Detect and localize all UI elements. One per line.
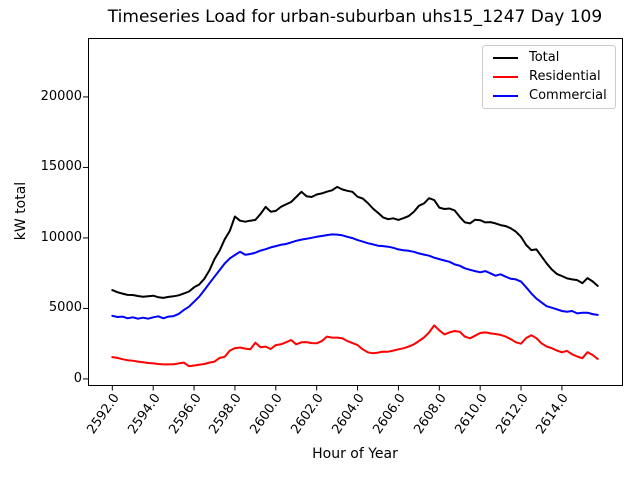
residential-line-swatch — [493, 75, 518, 78]
legend-entry-commercial: Commercial — [489, 88, 609, 104]
y-tick-label: 5000 — [48, 300, 82, 316]
axes-frame — [88, 38, 623, 386]
y-tick-label: 20000 — [40, 88, 82, 104]
legend-label-commercial: Commercial — [529, 88, 607, 104]
series-line-residential — [111, 324, 599, 368]
legend: Total Residential Commercial — [482, 45, 616, 109]
x-axis-label: Hour of Year — [312, 446, 398, 462]
y-tick-label: 10000 — [40, 229, 82, 245]
series-line-total — [111, 185, 599, 299]
legend-label-residential: Residential — [529, 68, 601, 84]
total-line-swatch — [493, 56, 518, 59]
y-axis-label: kW total — [13, 181, 29, 241]
legend-entry-total: Total — [489, 50, 609, 66]
y-tick-label: 0 — [73, 370, 82, 386]
chart-title: Timeseries Load for urban-suburban uhs15… — [107, 7, 603, 27]
series-line-commercial — [111, 233, 599, 320]
commercial-line-swatch — [493, 95, 518, 98]
y-tick-label: 15000 — [40, 159, 82, 175]
legend-entry-residential: Residential — [489, 69, 609, 85]
legend-label-total: Total — [529, 49, 560, 65]
